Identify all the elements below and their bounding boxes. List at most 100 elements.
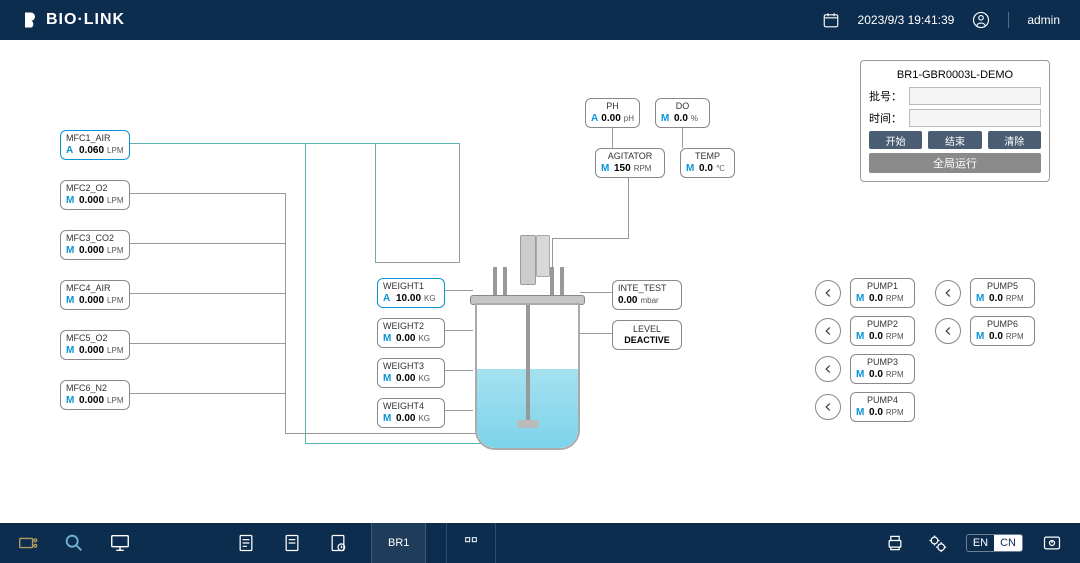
mfc2-unit: LPM: [107, 197, 123, 206]
do-box[interactable]: DO M 0.0 %: [655, 98, 710, 128]
mfc2-box[interactable]: MFC2_O2 M 0.000 LPM: [60, 180, 130, 210]
pump3-box[interactable]: PUMP3 M0.0RPM: [850, 354, 915, 384]
weight2-title: WEIGHT2: [383, 322, 439, 332]
end-button[interactable]: 结束: [928, 131, 981, 149]
language-toggle[interactable]: EN CN: [966, 534, 1023, 552]
pump2-arrow[interactable]: [815, 318, 841, 344]
mfc3-unit: LPM: [107, 247, 123, 256]
pump6-box[interactable]: PUMP6 M0.0RPM: [970, 316, 1035, 346]
vessel-shaft: [526, 305, 530, 425]
pump3-arrow[interactable]: [815, 356, 841, 382]
lang-en[interactable]: EN: [967, 535, 994, 551]
calendar-icon[interactable]: [822, 11, 840, 29]
footer-tab-multi[interactable]: [446, 523, 496, 563]
line-bus-gray: [285, 193, 286, 433]
agitator-title: AGITATOR: [601, 152, 659, 162]
weight4-unit: KG: [418, 415, 430, 424]
weight4-box[interactable]: WEIGHT4 M 0.00 KG: [377, 398, 445, 428]
pump1-title: PUMP1: [856, 282, 909, 292]
temp-val: 0.0: [699, 163, 713, 174]
pump4-arrow[interactable]: [815, 394, 841, 420]
agitator-line: [628, 178, 629, 238]
start-button[interactable]: 开始: [869, 131, 922, 149]
pump4-box[interactable]: PUMP4 M0.0RPM: [850, 392, 915, 422]
agitator-box[interactable]: AGITATOR M 150 RPM: [595, 148, 665, 178]
manifold-box: [375, 143, 460, 263]
time-input[interactable]: [909, 109, 1041, 127]
level-box[interactable]: LEVEL DEACTIVE: [612, 320, 682, 350]
weight4-line: [445, 410, 473, 411]
pump4-unit: RPM: [886, 409, 904, 418]
pump1-box[interactable]: PUMP1 M0.0RPM: [850, 278, 915, 308]
pump5-val: 0.0: [989, 293, 1003, 304]
mfc3-box[interactable]: MFC3_CO2 M 0.000 LPM: [60, 230, 130, 260]
vessel-port-1: [493, 267, 497, 295]
clear-button[interactable]: 清除: [988, 131, 1041, 149]
footer-tab-br1-label: BR1: [388, 537, 409, 549]
line-mfc5: [130, 343, 285, 344]
lang-cn[interactable]: CN: [994, 535, 1022, 551]
mfc4-box[interactable]: MFC4_AIR M 0.000 LPM: [60, 280, 130, 310]
weight3-box[interactable]: WEIGHT3 M 0.00 KG: [377, 358, 445, 388]
footer-print-icon[interactable]: [882, 530, 908, 556]
pump2-title: PUMP2: [856, 320, 909, 330]
mfc1-unit: LPM: [107, 147, 123, 156]
batch-input[interactable]: [909, 87, 1041, 105]
line-mfc2: [130, 193, 285, 194]
ph-line: [612, 128, 613, 148]
mfc1-title: MFC1_AIR: [66, 134, 124, 144]
info-title: BR1-GBR0003L-DEMO: [869, 69, 1041, 81]
mfc5-box[interactable]: MFC5_O2 M 0.000 LPM: [60, 330, 130, 360]
mfc5-unit: LPM: [107, 347, 123, 356]
footer-monitor-icon[interactable]: [107, 530, 133, 556]
pump5-arrow[interactable]: [935, 280, 961, 306]
datetime: 2023/9/3 19:41:39: [858, 13, 955, 27]
temp-mode: M: [686, 163, 696, 174]
mfc6-box[interactable]: MFC6_N2 M 0.000 LPM: [60, 380, 130, 410]
mfc1-val: 0.060: [79, 145, 104, 156]
footer-power-icon[interactable]: [1039, 530, 1065, 556]
temp-box[interactable]: TEMP M 0.0 ℃: [680, 148, 735, 178]
pump4-title: PUMP4: [856, 396, 909, 406]
username: admin: [1027, 13, 1060, 27]
footer-doc2-icon[interactable]: [279, 530, 305, 556]
weight2-mode: M: [383, 333, 393, 344]
line-bus-rect: [305, 143, 375, 144]
pump6-title: PUMP6: [976, 320, 1029, 330]
pump6-unit: RPM: [1006, 333, 1024, 342]
pump2-box[interactable]: PUMP2 M0.0RPM: [850, 316, 915, 346]
footer-settings-icon[interactable]: [924, 530, 950, 556]
mfc4-mode: M: [66, 295, 76, 306]
pump6-arrow[interactable]: [935, 318, 961, 344]
mfc6-title: MFC6_N2: [66, 384, 124, 394]
footer-doc1-icon[interactable]: [233, 530, 259, 556]
line-gray-bottom: [285, 433, 480, 434]
pump5-box[interactable]: PUMP5 M0.0RPM: [970, 278, 1035, 308]
ph-box[interactable]: PH A 0.00 pH: [585, 98, 640, 128]
pump1-arrow[interactable]: [815, 280, 841, 306]
weight2-box[interactable]: WEIGHT2 M 0.00 KG: [377, 318, 445, 348]
pump2-unit: RPM: [886, 333, 904, 342]
footer-search-icon[interactable]: [61, 530, 87, 556]
brand-text: BIO·LINK: [46, 11, 125, 29]
footer-doc-clock-icon[interactable]: [325, 530, 351, 556]
line-bus-teal: [305, 143, 306, 443]
mfc1-box[interactable]: MFC1_AIR A 0.060 LPM: [60, 130, 130, 160]
footer-home-icon[interactable]: [15, 530, 41, 556]
weight1-unit: KG: [424, 295, 436, 304]
weight1-box[interactable]: WEIGHT1 A 10.00 KG: [377, 278, 445, 308]
mfc6-val: 0.000: [79, 395, 104, 406]
vessel-motor2: [536, 235, 550, 277]
temp-unit: ℃: [716, 165, 725, 174]
line-mfc4: [130, 293, 285, 294]
global-run-button[interactable]: 全局运行: [869, 153, 1041, 173]
footer-tab-br1[interactable]: BR1: [371, 523, 426, 563]
inte-test-val: 0.00: [618, 295, 637, 306]
user-icon[interactable]: [972, 11, 990, 29]
canvas: MFC1_AIR A 0.060 LPM MFC2_O2 M 0.000 LPM…: [0, 40, 1080, 523]
inte-test-box[interactable]: INTE_TEST 0.00 mbar: [612, 280, 682, 310]
agitator-line-h: [552, 238, 629, 239]
mfc3-mode: M: [66, 245, 76, 256]
pump2-val: 0.0: [869, 331, 883, 342]
level-title: LEVEL: [619, 324, 675, 335]
